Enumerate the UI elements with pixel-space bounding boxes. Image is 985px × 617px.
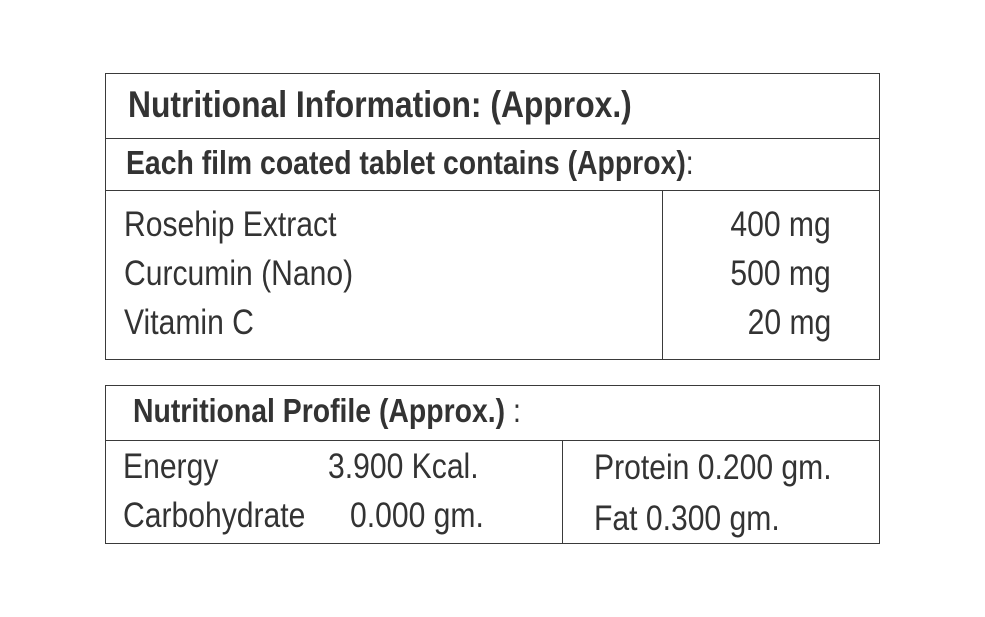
subtitle-colon: : [685,144,694,181]
table-subtitle: Each film coated tablet contains (Approx… [126,146,694,179]
profile-title-colon: : [512,392,521,429]
ingredient-amount: 500 mg [730,254,831,293]
profile-table [105,385,880,544]
divider [105,138,880,139]
divider [105,440,880,441]
ingredient-amount: 20 mg [747,303,831,342]
profile-right-item: Fat 0.300 gm. [594,499,780,538]
profile-name: Energy [123,447,219,486]
profile-right-item: Protein 0.200 gm. [594,448,832,487]
ingredient-name: Rosehip Extract [124,205,337,244]
ingredients-table [105,73,880,360]
table-title: Nutritional Information: (Approx.) [128,84,632,125]
ingredient-name: Vitamin C [124,303,254,342]
ingredient-name: Curcumin (Nano) [124,254,354,293]
divider [662,190,663,360]
profile-name: Carbohydrate [123,496,306,535]
profile-value: 0.000 gm. [350,496,484,535]
profile-title-text: Nutritional Profile (Approx.) [133,392,506,429]
divider [105,190,880,191]
ingredient-amount: 400 mg [730,205,831,244]
subtitle-text: Each film coated tablet contains (Approx… [126,144,686,181]
profile-title: Nutritional Profile (Approx.) : [133,394,521,427]
profile-value: 3.900 Kcal. [328,447,479,486]
divider [562,440,563,544]
